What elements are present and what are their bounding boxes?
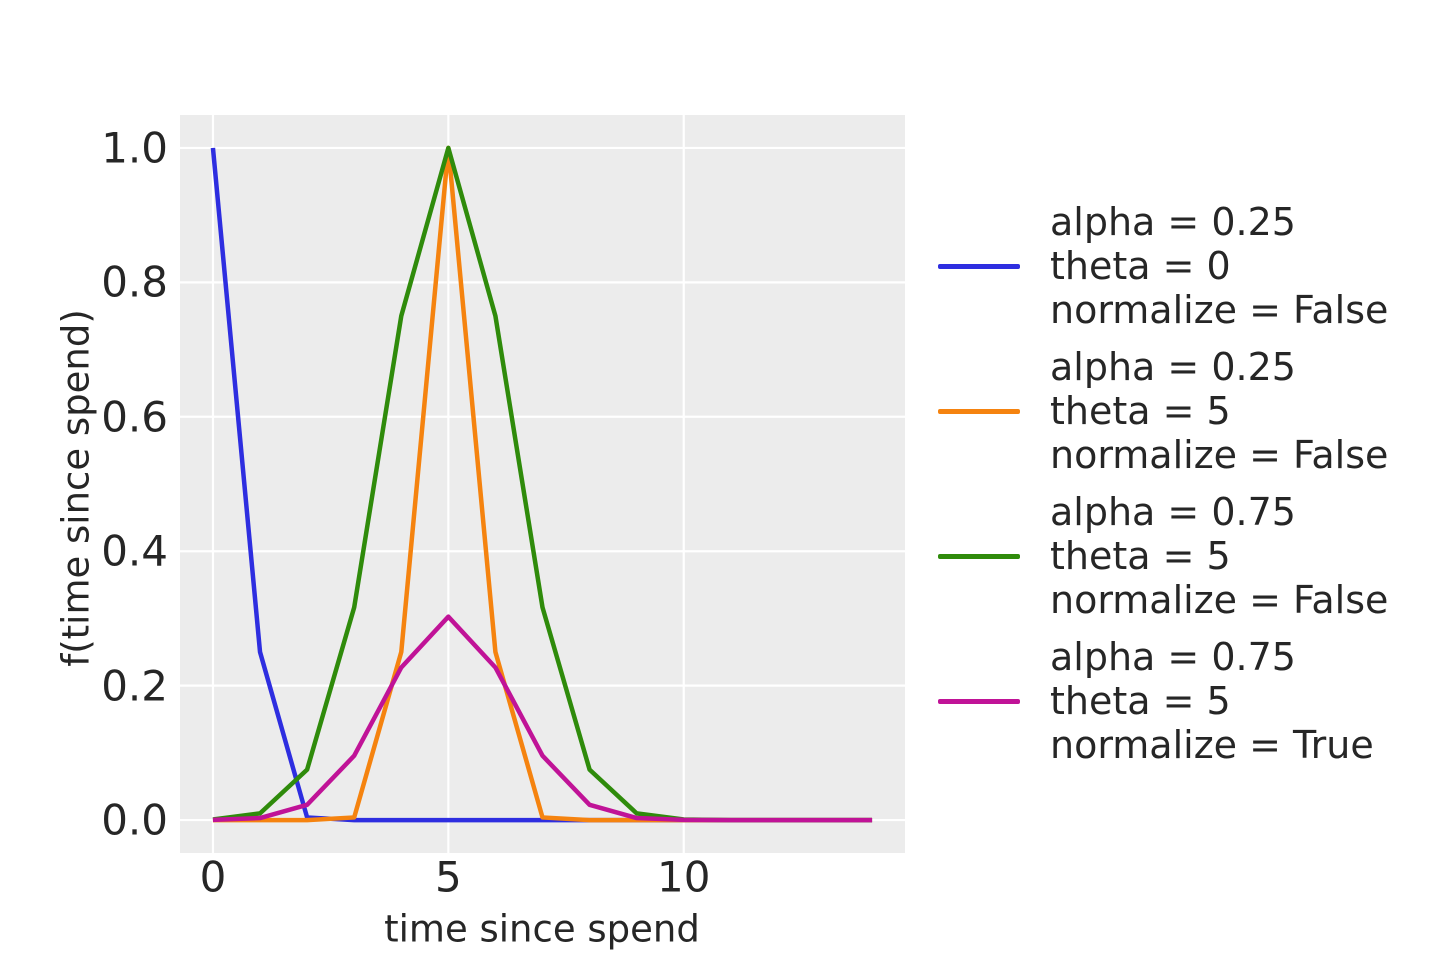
legend-entry-blue: alpha = 0.25 theta = 0 normalize = False <box>938 200 1388 332</box>
y-axis-label: f(time since spend) <box>54 309 98 667</box>
y-tick-label: 0.2 <box>101 661 168 711</box>
x-tick-label: 10 <box>656 852 711 902</box>
legend-entry-green: alpha = 0.75 theta = 5 normalize = False <box>938 490 1388 622</box>
legend-label-line: normalize = False <box>1050 578 1389 622</box>
legend-line-swatch-green <box>938 553 1020 559</box>
axes-background <box>180 115 905 853</box>
legend-line-swatch-magenta <box>938 698 1020 704</box>
plot-canvas <box>180 115 905 853</box>
legend-label-line: theta = 0 <box>1050 244 1231 288</box>
x-tick-label: 0 <box>199 852 227 902</box>
legend-label-orange: alpha = 0.25 theta = 5 normalize = False <box>1050 345 1388 477</box>
x-tick-label: 5 <box>434 852 462 902</box>
legend-label-line: normalize = False <box>1050 288 1389 332</box>
y-tick-label: 0.0 <box>101 795 168 845</box>
series-line-magenta <box>212 614 873 823</box>
y-tick-label: 0.4 <box>101 526 168 576</box>
legend: alpha = 0.25 theta = 0 normalize = False… <box>938 200 1388 780</box>
legend-label-line: alpha = 0.75 <box>1050 635 1296 679</box>
legend-label-line: alpha = 0.25 <box>1050 345 1296 389</box>
legend-label-magenta: alpha = 0.75 theta = 5 normalize = True <box>1050 635 1374 767</box>
y-tick-label: 0.8 <box>101 257 168 307</box>
plot-area <box>180 115 905 853</box>
legend-label-line: alpha = 0.75 <box>1050 490 1296 534</box>
y-tick-label: 1.0 <box>101 123 168 173</box>
legend-label-blue: alpha = 0.25 theta = 0 normalize = False <box>1050 200 1388 332</box>
legend-label-line: theta = 5 <box>1050 679 1231 723</box>
legend-entry-orange: alpha = 0.25 theta = 5 normalize = False <box>938 345 1388 477</box>
legend-label-line: alpha = 0.25 <box>1050 200 1296 244</box>
y-tick-label: 0.6 <box>101 392 168 442</box>
legend-label-green: alpha = 0.75 theta = 5 normalize = False <box>1050 490 1388 622</box>
legend-label-line: normalize = True <box>1050 723 1374 767</box>
legend-line-swatch-orange <box>938 408 1020 414</box>
x-axis-label: time since spend <box>384 907 700 951</box>
legend-entry-magenta: alpha = 0.75 theta = 5 normalize = True <box>938 635 1388 767</box>
legend-label-line: theta = 5 <box>1050 389 1231 433</box>
legend-label-line: normalize = False <box>1050 433 1389 477</box>
legend-label-line: theta = 5 <box>1050 534 1231 578</box>
legend-line-swatch-blue <box>938 263 1020 269</box>
